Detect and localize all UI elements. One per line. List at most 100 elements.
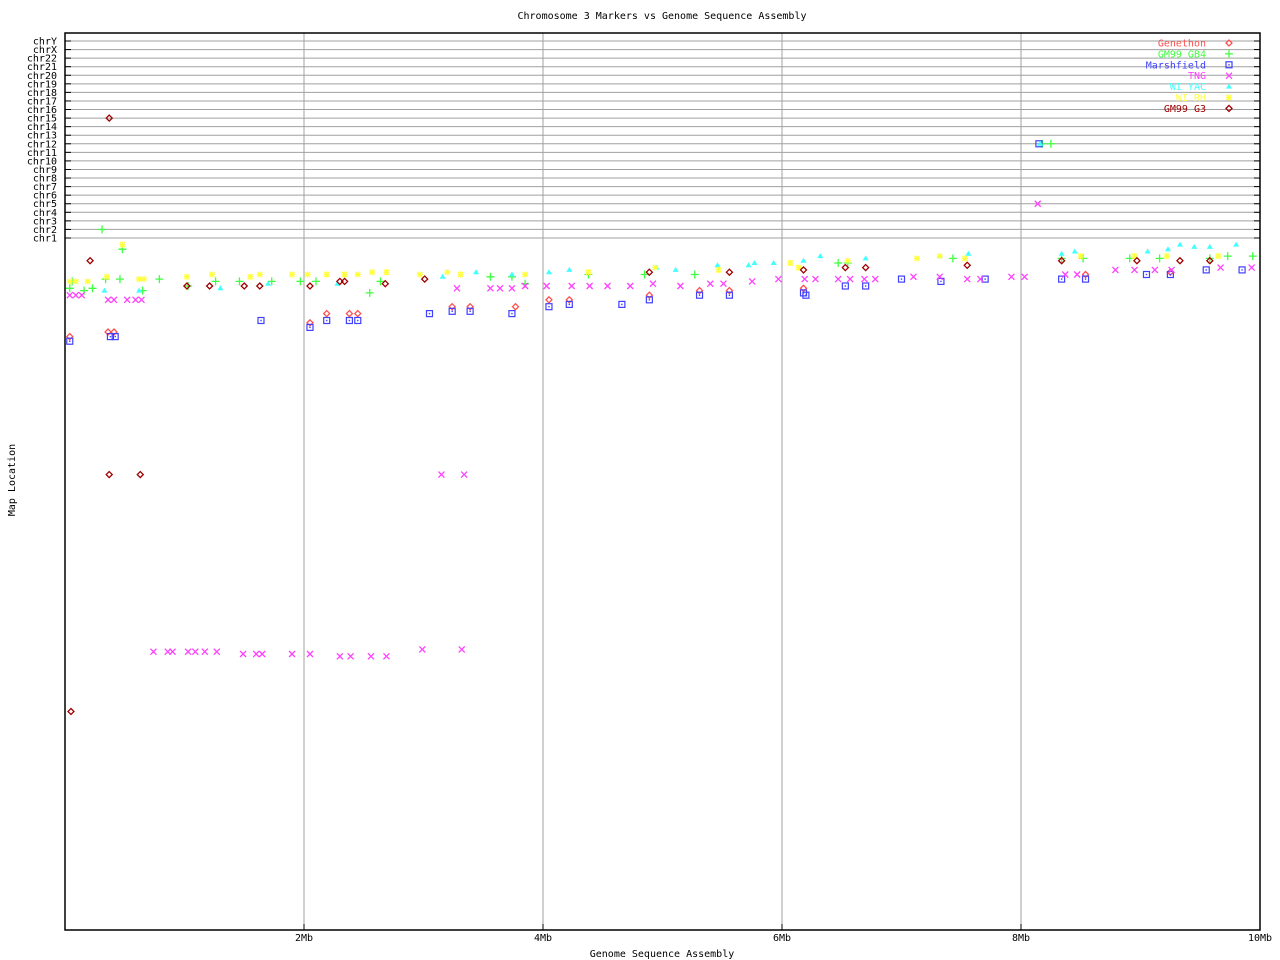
y-tick-label: chr4 (33, 208, 57, 219)
data-point-tng (110, 296, 118, 304)
data-point-genethon (466, 302, 475, 311)
data-point-genethon (695, 286, 704, 295)
data-point-marshfield (545, 303, 553, 311)
square-dot (648, 299, 651, 301)
data-point-wi-rh (183, 273, 190, 280)
data-point-tng (936, 273, 944, 281)
data-point-gm99-g3 (963, 261, 972, 270)
y-tick-label: chr21 (27, 62, 57, 73)
square-marker (545, 303, 553, 311)
data-point-gm99-gb4 (296, 277, 305, 286)
data-point-tng (508, 284, 516, 292)
data-points (65, 114, 1257, 716)
data-point-marshfield (106, 333, 115, 341)
data-point-tng (976, 275, 984, 283)
data-point-wi-rh (1163, 253, 1170, 260)
legend-label-gm99-gb4: GM99 GB4 (1158, 49, 1206, 60)
data-point-genethon (104, 328, 112, 336)
data-point-wi-rh (961, 255, 968, 262)
data-point-gm99-g3 (86, 256, 95, 265)
series-wi-rh (66, 241, 1222, 285)
data-point-genethon (345, 309, 354, 318)
data-point-gm99-g3 (381, 279, 390, 288)
square-marker (1081, 275, 1090, 283)
data-point-genethon (545, 295, 553, 304)
data-point-wi-rh (256, 271, 263, 278)
data-point-gm99-g3 (67, 707, 75, 716)
data-point-wi-yac (136, 287, 143, 293)
data-point-tng (626, 282, 634, 290)
data-point-gm99-gb4 (311, 277, 320, 286)
y-tick-label: chr3 (33, 216, 57, 227)
data-point-wi-yac (862, 255, 869, 261)
square-marker (897, 275, 906, 283)
data-point-marshfield (981, 275, 989, 283)
square-dot (984, 278, 986, 280)
square-dot (1145, 273, 1148, 276)
data-point-tng (846, 275, 854, 283)
square-dot (326, 319, 328, 322)
data-point-tng (486, 284, 494, 292)
data-point-tng (1007, 273, 1015, 281)
square-dot (940, 280, 942, 283)
data-point-marshfield (1142, 270, 1151, 279)
square-marker (111, 333, 119, 341)
data-point-tng (382, 652, 390, 660)
data-point-wi-rh (416, 271, 423, 278)
square-dot (309, 326, 311, 329)
data-point-wi-rh (66, 278, 73, 285)
data-point-tng (213, 648, 221, 656)
data-point-wi-rh (795, 264, 802, 271)
data-point-marshfield (565, 300, 573, 308)
data-point-gm99-g3 (861, 263, 870, 272)
legend-marker-gm99-gb4 (1225, 49, 1233, 58)
square-dot (728, 294, 731, 296)
data-point-wi-yac (1233, 241, 1240, 247)
x-tick-label: 8Mb (1012, 933, 1030, 944)
data-point-wi-yac (1071, 248, 1078, 254)
square-dot (451, 310, 453, 312)
square-dot (1205, 269, 1207, 271)
square-marker (66, 337, 74, 345)
legend-marker-genethon (1225, 39, 1233, 47)
data-point-gm99-gb4 (184, 282, 193, 290)
data-point-wi-yac (334, 280, 341, 286)
data-point-wi-rh (715, 266, 722, 273)
data-point-wi-yac (751, 260, 758, 265)
series-tng (66, 200, 1256, 660)
legend-marker-tng (1225, 72, 1233, 80)
legend-label-marshfield: Marshfield (1146, 60, 1206, 71)
data-point-tng (1073, 271, 1081, 278)
square-dot (900, 278, 903, 280)
square-marker (1058, 275, 1066, 283)
data-point-marshfield (862, 282, 870, 290)
square-dot (1169, 273, 1172, 276)
data-point-gm99-g3 (841, 263, 850, 272)
data-point-marshfield (645, 296, 653, 304)
data-point-marshfield (306, 323, 314, 331)
square-marker (725, 291, 734, 299)
data-point-marshfield (799, 289, 808, 297)
data-point-wi-rh (369, 269, 376, 276)
square-dot (621, 303, 623, 306)
plot-frame (64, 32, 1261, 931)
data-point-wi-rh (247, 273, 254, 280)
square-dot (260, 319, 262, 322)
square-marker (1142, 270, 1151, 279)
data-point-genethon (725, 286, 734, 295)
y-tick-label: chr1 (33, 234, 57, 245)
data-point-marshfield (448, 307, 456, 315)
legend-label-gm99-g3: GM99 G3 (1164, 104, 1206, 115)
data-point-gm99-gb4 (235, 277, 244, 286)
y-tick-label: chr13 (27, 131, 57, 142)
data-point-tng (418, 645, 426, 653)
square-marker (466, 307, 474, 315)
data-point-wi-yac (1144, 248, 1151, 254)
square-dot (469, 310, 471, 312)
data-point-wi-rh (304, 271, 311, 278)
square-dot (1241, 269, 1243, 271)
legend-marker-wi-rh (1226, 94, 1232, 101)
data-point-wi-rh (354, 271, 361, 278)
data-point-wi-yac (439, 273, 446, 279)
